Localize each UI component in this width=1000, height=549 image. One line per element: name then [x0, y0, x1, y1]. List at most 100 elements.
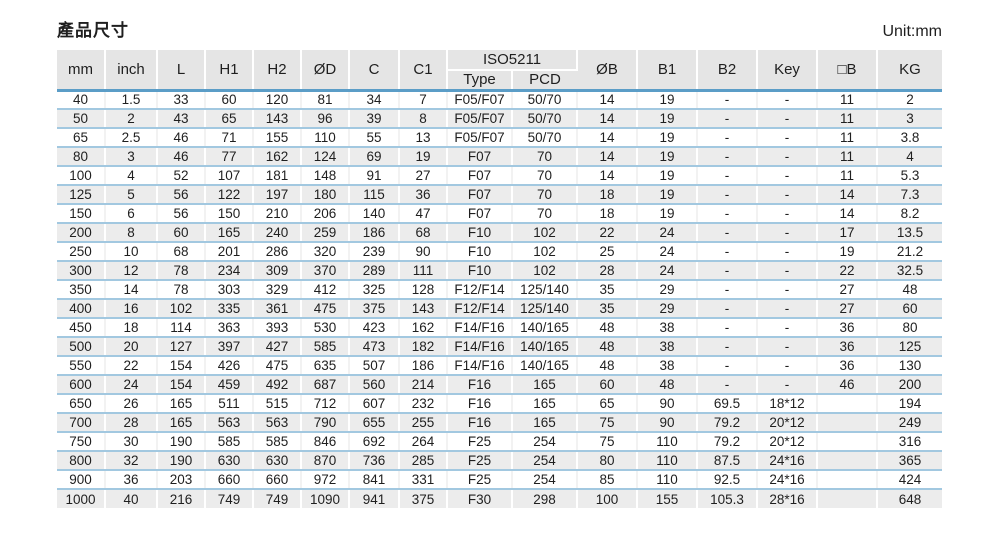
- table-cell: [817, 470, 879, 490]
- column-header-h2: H2: [253, 50, 302, 92]
- table-cell: -: [757, 90, 819, 110]
- table-cell: 115: [349, 185, 400, 205]
- table-cell: 515: [253, 394, 302, 414]
- table-cell: 143: [399, 299, 448, 319]
- table-cell: 40: [105, 489, 158, 508]
- table-cell: 80: [877, 318, 943, 338]
- table-cell: 393: [253, 318, 302, 338]
- table-cell: -: [697, 166, 759, 186]
- table-cell: 19: [399, 147, 448, 167]
- table-cell: 20: [105, 337, 158, 357]
- table-cell: 511: [205, 394, 254, 414]
- table-cell: 110: [301, 128, 350, 148]
- table-cell: -: [697, 375, 759, 395]
- table-cell: 125: [877, 337, 943, 357]
- table-cell: 125/140: [512, 280, 579, 300]
- table-cell: 216: [157, 489, 206, 508]
- table-cell: -: [697, 109, 759, 129]
- table-row: 80 3 46 77 162 124 69 19 F07 70 14 19- -11 4: [57, 147, 943, 167]
- column-header-h1: H1: [205, 50, 254, 92]
- table-cell: 36: [105, 470, 158, 490]
- table-cell: 47: [399, 204, 448, 224]
- table-row: 150 6 56 150 210 206 140 47 F07 70 18 19- -14 8.2: [57, 204, 943, 224]
- table-cell: 21.2: [877, 242, 943, 262]
- table-cell: 24: [637, 261, 699, 281]
- table-cell: 11: [817, 128, 879, 148]
- table-cell: -: [757, 185, 819, 205]
- table-cell: 249: [877, 413, 943, 433]
- table-row: 40 1.5 33 60 120 81 34 7 F05/F07 50/70 14 19- -11 2: [57, 90, 943, 110]
- table-cell: -: [757, 280, 819, 300]
- table-header: mm inch L H1 H2 ØD C C1 ISO5211 ØB B1 B2…: [57, 50, 943, 92]
- table-cell: 100: [57, 166, 106, 186]
- table-cell: 972: [301, 470, 350, 490]
- table-cell: 11: [817, 166, 879, 186]
- table-cell: 25: [577, 242, 639, 262]
- table-cell: 607: [349, 394, 400, 414]
- table-cell: 35: [577, 280, 639, 300]
- table-cell: 214: [399, 375, 448, 395]
- table-cell: 81: [301, 90, 350, 110]
- table-cell: 55: [349, 128, 400, 148]
- table-cell: 361: [253, 299, 302, 319]
- table-row: 50 2 43 65 143 96 39 8 F05/F07 50/70 14 19- -11 3: [57, 109, 943, 129]
- unit-label: Unit:mm: [882, 23, 942, 40]
- table-cell: 530: [301, 318, 350, 338]
- table-cell: 87.5: [697, 451, 759, 471]
- table-cell: 300: [57, 261, 106, 281]
- table-row: 700 28 165 563 563 790 655 255 F16 165 75 90 79.2 20*…: [57, 413, 943, 433]
- table-cell: 3: [877, 109, 943, 129]
- table-cell: 750: [57, 432, 106, 452]
- table-cell: 259: [301, 223, 350, 243]
- table-cell: 234: [205, 261, 254, 281]
- column-header-pcd: PCD: [512, 70, 578, 92]
- table-cell: -: [697, 318, 759, 338]
- table-cell: 12: [105, 261, 158, 281]
- table-cell: 90: [399, 242, 448, 262]
- column-header-ob: ØB: [577, 50, 639, 92]
- table-cell: 700: [57, 413, 106, 433]
- table-cell: 14: [817, 204, 879, 224]
- table-cell: 11: [817, 90, 879, 110]
- table-cell: 870: [301, 451, 350, 471]
- table-cell: 239: [349, 242, 400, 262]
- table-cell: 4: [877, 147, 943, 167]
- table-cell: 303: [205, 280, 254, 300]
- table-cell: 77: [205, 147, 254, 167]
- table-cell: 6: [105, 204, 158, 224]
- table-cell: 143: [253, 109, 302, 129]
- table-cell: 18: [105, 318, 158, 338]
- table-cell: 712: [301, 394, 350, 414]
- table-cell: 30: [105, 432, 158, 452]
- table-cell: 585: [301, 337, 350, 357]
- table-cell: 298: [512, 489, 579, 508]
- table-cell: 110: [637, 470, 699, 490]
- table-cell: 165: [157, 394, 206, 414]
- table-cell: 69: [349, 147, 400, 167]
- table-cell: 140/165: [512, 318, 579, 338]
- table-cell: 363: [205, 318, 254, 338]
- table-cell: 1090: [301, 489, 350, 508]
- table-cell: 475: [301, 299, 350, 319]
- table-cell: 11: [817, 109, 879, 129]
- table-cell: 18: [577, 185, 639, 205]
- table-cell: 375: [399, 489, 448, 508]
- table-cell: 13.5: [877, 223, 943, 243]
- table-cell: 165: [512, 413, 579, 433]
- table-cell: 190: [157, 432, 206, 452]
- table-cell: 10: [105, 242, 158, 262]
- table-cell: 107: [205, 166, 254, 186]
- table-cell: 250: [57, 242, 106, 262]
- column-header-c: C: [349, 50, 400, 92]
- table-cell: 40: [57, 90, 106, 110]
- table-cell: 90: [637, 413, 699, 433]
- table-cell: 841: [349, 470, 400, 490]
- column-header-kg: KG: [877, 50, 943, 92]
- table-cell: 427: [253, 337, 302, 357]
- table-cell: 2: [105, 109, 158, 129]
- table-cell: 38: [637, 356, 699, 376]
- table-cell: 800: [57, 451, 106, 471]
- table-cell: 165: [512, 394, 579, 414]
- table-cell: 56: [157, 185, 206, 205]
- table-cell: -: [697, 337, 759, 357]
